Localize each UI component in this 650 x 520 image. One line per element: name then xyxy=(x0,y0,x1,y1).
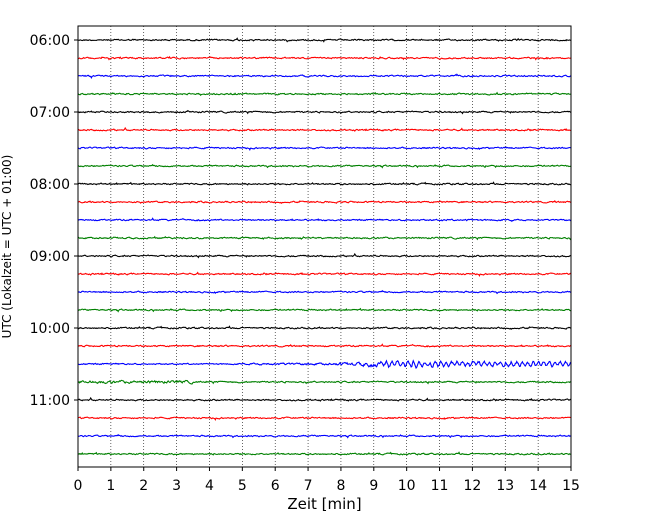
x-tick-label-6: 6 xyxy=(271,478,280,494)
trace-21 xyxy=(77,416,572,422)
plot-frame xyxy=(77,25,572,468)
trace-group xyxy=(77,37,572,456)
trace-11 xyxy=(77,235,572,241)
trace-20 xyxy=(77,396,572,402)
x-tick-label-8: 8 xyxy=(336,478,345,494)
x-tick-label-13: 13 xyxy=(496,478,514,494)
trace-5 xyxy=(77,126,572,132)
trace-3 xyxy=(77,91,572,96)
x-axis-label: Zeit [min] xyxy=(287,495,361,513)
trace-14 xyxy=(77,289,572,295)
y-tick-label-4: 10:00 xyxy=(30,321,70,337)
x-tick-label-0: 0 xyxy=(74,478,83,494)
x-axis: 0 1 2 3 4 5 6 7 8 9 10 11 12 13 14 15 xyxy=(74,467,580,494)
trace-16 xyxy=(77,325,572,331)
y-tick-label-0: 06:00 xyxy=(30,33,70,49)
trace-23 xyxy=(77,451,572,456)
x-tick-label-2: 2 xyxy=(139,478,148,494)
trace-17 xyxy=(77,343,572,348)
x-tick-label-3: 3 xyxy=(172,478,181,494)
trace-8 xyxy=(77,181,572,186)
trace-4 xyxy=(77,109,572,115)
x-tick-label-4: 4 xyxy=(205,478,214,494)
x-tick-label-9: 9 xyxy=(369,478,378,494)
trace-13 xyxy=(77,271,572,278)
trace-0 xyxy=(77,37,572,43)
trace-10 xyxy=(77,217,572,223)
y-tick-label-3: 09:00 xyxy=(30,249,70,265)
y-axis-label: UTC (Lokalzeit = UTC + 01:00) xyxy=(0,155,14,339)
x-tick-label-15: 15 xyxy=(562,478,580,494)
trace-9 xyxy=(77,200,572,205)
y-tick-label-2: 08:00 xyxy=(30,177,70,193)
trace-22 xyxy=(77,433,572,439)
trace-12 xyxy=(77,252,572,259)
x-tick-label-10: 10 xyxy=(398,478,416,494)
x-tick-label-14: 14 xyxy=(529,478,547,494)
x-tick-label-1: 1 xyxy=(106,478,115,494)
x-tick-label-7: 7 xyxy=(304,478,313,494)
y-tick-label-5: 11:00 xyxy=(30,393,70,409)
y-tick-label-1: 07:00 xyxy=(30,105,70,121)
x-tick-label-12: 12 xyxy=(463,478,481,494)
trace-15 xyxy=(77,307,572,313)
trace-18 xyxy=(77,359,572,370)
x-tick-label-5: 5 xyxy=(238,478,247,494)
trace-1 xyxy=(77,55,572,61)
trace-7 xyxy=(77,163,572,169)
trace-6 xyxy=(77,146,572,152)
y-axis: 06:00 07:00 08:00 09:00 10:00 11:00 xyxy=(30,33,78,409)
x-tick-label-11: 11 xyxy=(431,478,449,494)
trace-19 xyxy=(77,379,572,385)
trace-2 xyxy=(77,73,572,79)
